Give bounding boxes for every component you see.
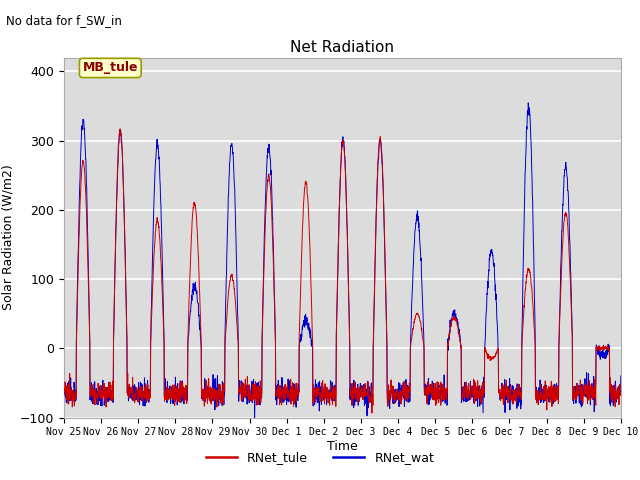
Legend: RNet_tule, RNet_wat: RNet_tule, RNet_wat <box>201 446 439 469</box>
Title: Net Radiation: Net Radiation <box>291 40 394 55</box>
Text: No data for f_SW_in: No data for f_SW_in <box>6 14 122 27</box>
X-axis label: Time: Time <box>327 440 358 453</box>
Y-axis label: Solar Radiation (W/m2): Solar Radiation (W/m2) <box>1 165 14 311</box>
Text: MB_tule: MB_tule <box>83 61 138 74</box>
